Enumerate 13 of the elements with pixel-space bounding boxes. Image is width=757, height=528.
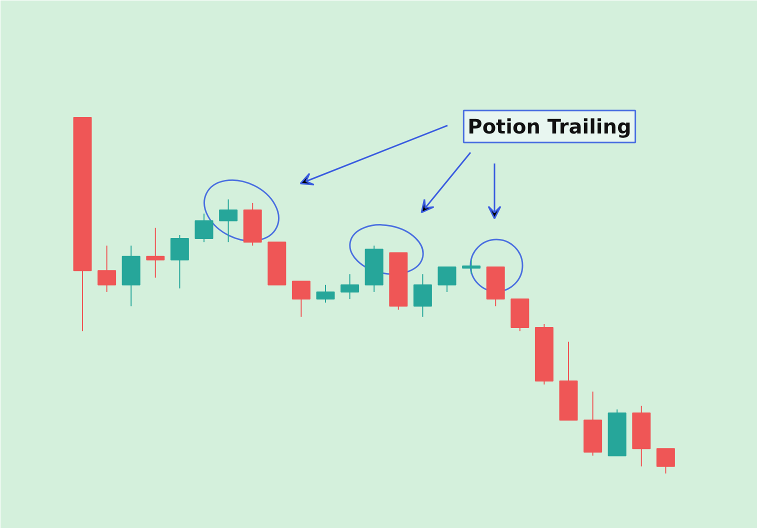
candlestick [340, 274, 360, 300]
candlestick [146, 227, 165, 278]
candlestick [170, 234, 189, 289]
candlestick [438, 266, 456, 292]
candlestick [316, 284, 335, 304]
candlestick [98, 245, 116, 292]
annotation: Potion Trailing [468, 114, 632, 138]
candlestick [656, 448, 675, 474]
candlestick [462, 259, 481, 275]
candlestick [219, 198, 238, 243]
candlestick [194, 213, 214, 243]
candlestick [292, 280, 310, 318]
candlestick [413, 274, 432, 318]
